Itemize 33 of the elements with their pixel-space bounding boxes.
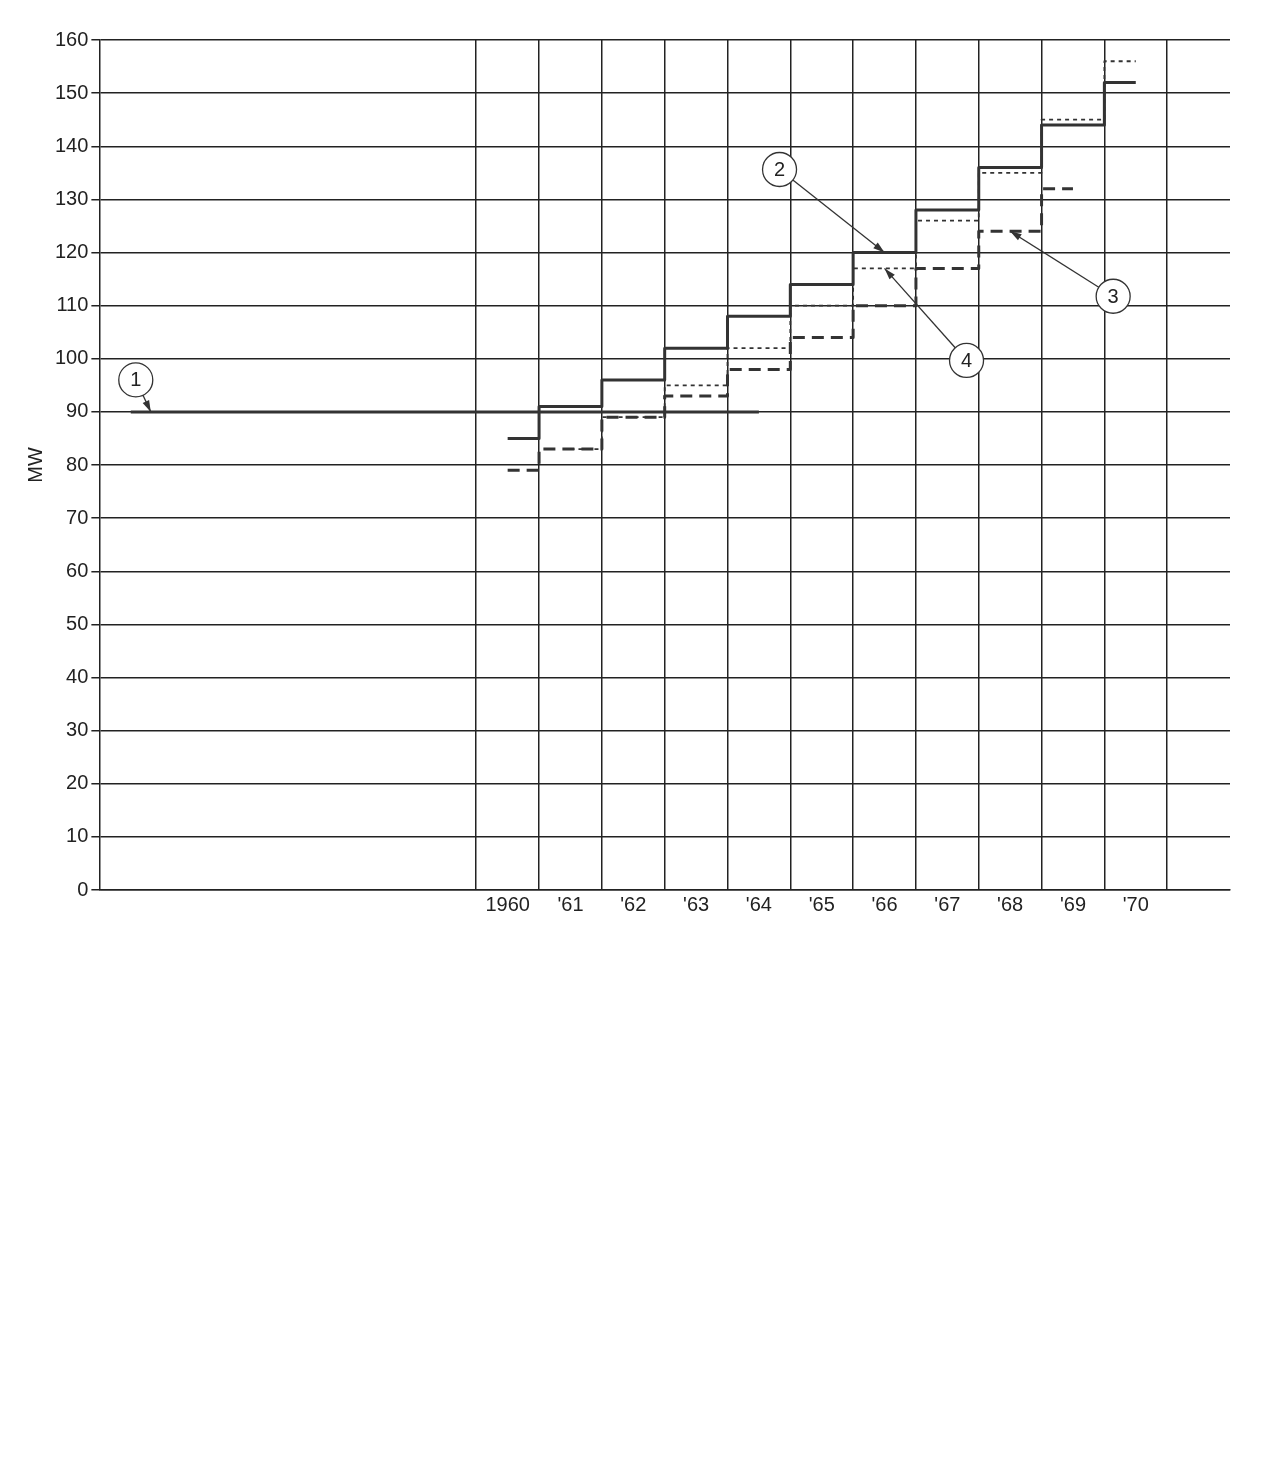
x-tick-label: '69 <box>1059 892 1087 915</box>
annotation: 2 <box>773 158 786 181</box>
x-tick-label: '68 <box>997 892 1024 915</box>
y-tick-label: 10 <box>66 824 89 847</box>
x-tick-label: '64 <box>745 892 772 915</box>
y-tick-label: 60 <box>66 558 89 581</box>
y-tick-label: 160 <box>54 27 89 50</box>
y-tick-label: 140 <box>54 133 89 156</box>
y-tick-label: 40 <box>66 665 89 688</box>
x-tick-label: '70 <box>1122 892 1149 915</box>
y-tick-label: 150 <box>54 80 89 103</box>
y-tick-label: 70 <box>66 505 89 528</box>
y-tick-label: 110 <box>56 293 89 316</box>
annotation: 1 <box>130 368 142 391</box>
y-tick-label: 130 <box>54 186 89 209</box>
y-tick-label: 120 <box>54 240 89 263</box>
y-tick-label: 50 <box>66 611 89 634</box>
annotation: 3 <box>1107 284 1119 307</box>
y-tick-label: 20 <box>66 771 89 794</box>
y-tick-label: 100 <box>54 346 89 369</box>
y-tick-label: 0 <box>77 877 89 900</box>
y-tick-label: 80 <box>66 452 89 475</box>
x-tick-label: '61 <box>557 892 584 915</box>
x-tick-label: '67 <box>934 892 961 915</box>
x-tick-label: 1960 <box>485 892 530 915</box>
annotation: 4 <box>960 348 973 371</box>
x-tick-label: '63 <box>683 892 710 915</box>
y-tick-label: 30 <box>66 718 89 741</box>
x-tick-label: '62 <box>620 892 647 915</box>
x-tick-label: '66 <box>871 892 898 915</box>
x-tick-label: '65 <box>808 892 835 915</box>
y-tick-label: 90 <box>66 399 89 422</box>
y-axis-title: MW <box>23 447 46 483</box>
